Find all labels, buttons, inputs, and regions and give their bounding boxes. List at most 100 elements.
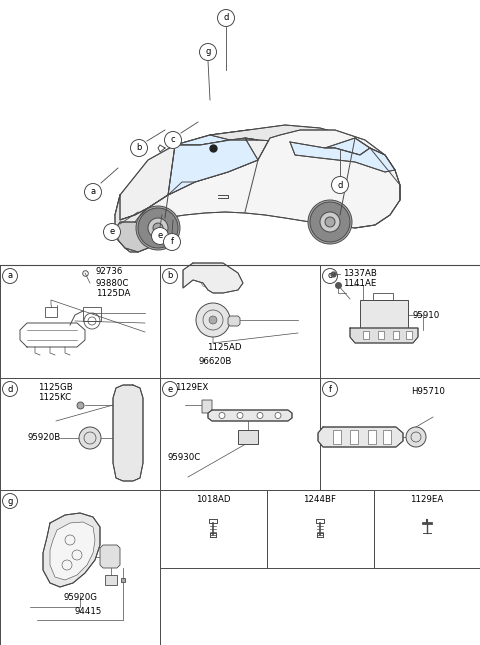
Circle shape bbox=[209, 316, 217, 324]
Bar bbox=[160, 265, 320, 378]
Bar bbox=[267, 490, 374, 568]
Text: b: b bbox=[168, 272, 173, 281]
Circle shape bbox=[163, 381, 178, 397]
Polygon shape bbox=[325, 138, 370, 155]
Polygon shape bbox=[43, 513, 100, 587]
Bar bbox=[378, 331, 384, 339]
Text: 93880C: 93880C bbox=[96, 279, 130, 288]
Text: e: e bbox=[157, 232, 163, 241]
Bar bbox=[383, 430, 391, 444]
Text: 94415: 94415 bbox=[74, 608, 102, 617]
Text: 1125KC: 1125KC bbox=[38, 393, 71, 402]
Bar bbox=[0, 378, 160, 490]
Text: H95710: H95710 bbox=[411, 388, 445, 397]
Circle shape bbox=[131, 139, 147, 157]
Polygon shape bbox=[208, 410, 292, 421]
Circle shape bbox=[163, 268, 178, 284]
Bar bbox=[373, 293, 393, 300]
Text: 95910: 95910 bbox=[413, 310, 440, 319]
Polygon shape bbox=[50, 522, 95, 580]
Polygon shape bbox=[202, 400, 212, 413]
Bar bbox=[238, 430, 258, 444]
Bar bbox=[368, 430, 376, 444]
Polygon shape bbox=[100, 545, 120, 568]
Circle shape bbox=[152, 228, 168, 244]
Circle shape bbox=[104, 224, 120, 241]
Circle shape bbox=[2, 268, 17, 284]
Bar bbox=[350, 430, 358, 444]
Bar bbox=[393, 331, 399, 339]
Circle shape bbox=[332, 177, 348, 194]
Bar bbox=[360, 300, 408, 328]
Polygon shape bbox=[183, 263, 243, 293]
Bar bbox=[0, 490, 160, 645]
Bar bbox=[160, 490, 267, 568]
Text: a: a bbox=[90, 188, 96, 197]
Circle shape bbox=[153, 223, 163, 233]
Bar bbox=[160, 378, 320, 490]
Text: f: f bbox=[170, 237, 173, 246]
Circle shape bbox=[275, 413, 281, 419]
Text: e: e bbox=[168, 384, 173, 393]
Polygon shape bbox=[318, 427, 403, 447]
Text: a: a bbox=[7, 272, 12, 281]
Bar bbox=[333, 430, 341, 444]
Text: 1125DA: 1125DA bbox=[96, 288, 131, 297]
Text: 1141AE: 1141AE bbox=[343, 279, 376, 288]
Text: c: c bbox=[171, 135, 175, 144]
Bar bbox=[320, 378, 480, 490]
Circle shape bbox=[84, 183, 101, 201]
Bar bbox=[363, 331, 369, 339]
Circle shape bbox=[323, 381, 337, 397]
Circle shape bbox=[308, 200, 352, 244]
Polygon shape bbox=[115, 195, 155, 252]
Text: g: g bbox=[205, 48, 211, 57]
Circle shape bbox=[2, 493, 17, 508]
Circle shape bbox=[2, 381, 17, 397]
Text: d: d bbox=[337, 181, 343, 190]
Polygon shape bbox=[115, 130, 400, 228]
Circle shape bbox=[406, 427, 426, 447]
Circle shape bbox=[79, 427, 101, 449]
Circle shape bbox=[257, 413, 263, 419]
Text: 92736: 92736 bbox=[96, 268, 123, 277]
Text: 1125GB: 1125GB bbox=[38, 384, 73, 393]
Text: 1244BF: 1244BF bbox=[303, 495, 336, 504]
Text: d: d bbox=[7, 384, 12, 393]
Text: 1337AB: 1337AB bbox=[343, 268, 377, 277]
Circle shape bbox=[164, 233, 180, 250]
Polygon shape bbox=[116, 222, 155, 252]
Bar bbox=[374, 490, 480, 568]
Circle shape bbox=[323, 268, 337, 284]
Circle shape bbox=[320, 212, 340, 232]
Circle shape bbox=[136, 206, 180, 250]
Text: 95920B: 95920B bbox=[28, 433, 61, 442]
Polygon shape bbox=[168, 138, 258, 195]
Text: d: d bbox=[223, 14, 228, 23]
Polygon shape bbox=[175, 135, 230, 145]
Bar bbox=[320, 265, 480, 378]
Text: 1129EA: 1129EA bbox=[410, 495, 444, 504]
Polygon shape bbox=[228, 316, 240, 326]
Bar bbox=[45, 307, 57, 317]
Polygon shape bbox=[350, 328, 418, 343]
Polygon shape bbox=[115, 130, 270, 220]
Text: e: e bbox=[109, 228, 115, 237]
Text: 95930C: 95930C bbox=[168, 453, 201, 462]
Text: c: c bbox=[328, 272, 332, 281]
Circle shape bbox=[148, 218, 168, 238]
Polygon shape bbox=[113, 385, 143, 481]
Text: f: f bbox=[328, 384, 332, 393]
Polygon shape bbox=[200, 125, 370, 155]
Bar bbox=[83, 307, 101, 321]
Circle shape bbox=[200, 43, 216, 61]
Circle shape bbox=[217, 10, 235, 26]
Circle shape bbox=[138, 208, 178, 248]
Bar bbox=[0, 265, 160, 378]
Circle shape bbox=[310, 202, 350, 242]
Text: 1129EX: 1129EX bbox=[175, 382, 208, 392]
Bar bbox=[105, 575, 117, 585]
Text: b: b bbox=[136, 143, 142, 152]
Polygon shape bbox=[290, 142, 395, 172]
Circle shape bbox=[165, 132, 181, 148]
